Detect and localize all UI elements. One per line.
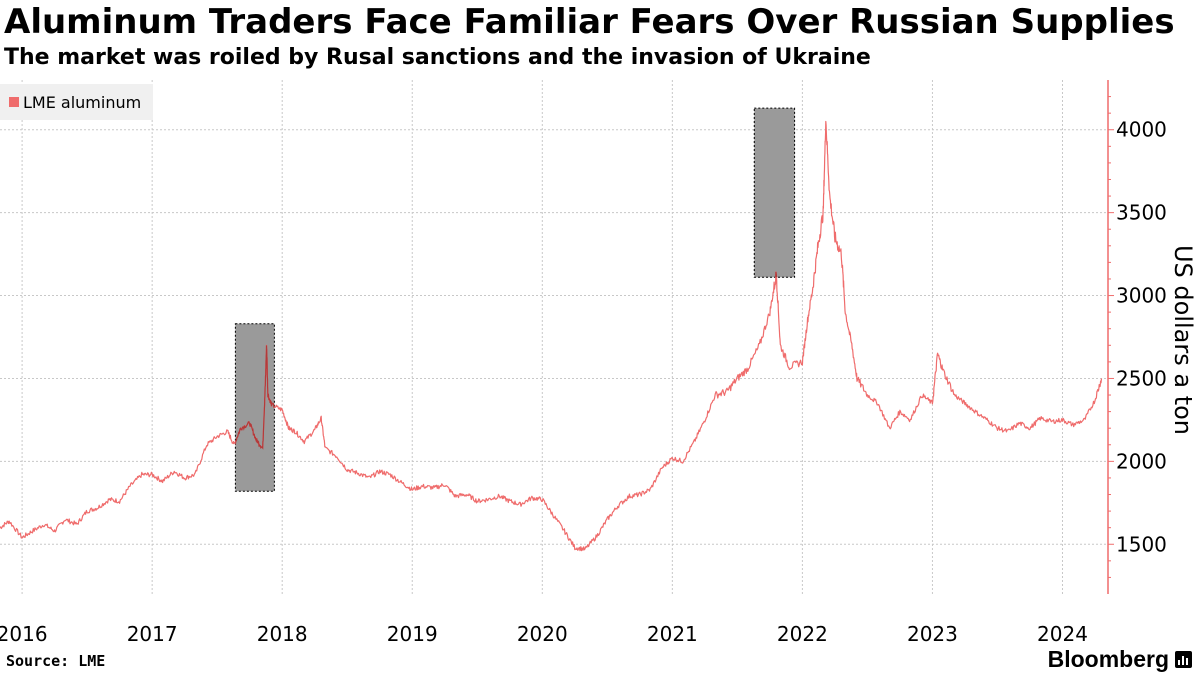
x-tick-label: 2022: [777, 622, 828, 646]
y-tick-label: 4000: [1116, 118, 1167, 142]
y-tick-label: 3500: [1116, 201, 1167, 225]
series-line-highlighted: [775, 271, 778, 278]
x-tick-label: 2017: [127, 622, 178, 646]
y-tick-label: 1500: [1116, 532, 1167, 556]
y-tick-label: 2500: [1116, 366, 1167, 390]
legend-label: LME aluminum: [23, 92, 142, 112]
chart-subtitle: The market was roiled by Rusal sanctions…: [4, 45, 871, 70]
brand-name: Bloomberg: [1047, 646, 1169, 672]
x-tick-label: 2016: [0, 622, 48, 646]
x-tick-label: 2020: [517, 622, 568, 646]
y-axis-title: US dollars a ton: [1169, 245, 1197, 435]
y-axis: 1500 2000 2500 3000 3500 4000: [1107, 80, 1167, 594]
highlight-box: [753, 107, 796, 278]
grid-layer: [0, 80, 1108, 594]
legend-swatch: [9, 97, 19, 107]
x-tick-label: 2023: [907, 622, 958, 646]
y-tick-label: 3000: [1116, 284, 1167, 308]
x-tick-label: 2018: [257, 622, 308, 646]
x-tick-label: 2024: [1037, 622, 1088, 646]
x-tick-label: 2019: [387, 622, 438, 646]
y-tick-label: 2000: [1116, 449, 1167, 473]
series-line-lme-aluminum: [0, 120, 1103, 552]
highlight-layer: [234, 107, 796, 492]
source-note: Source: LME: [6, 652, 106, 670]
chart-title: Aluminum Traders Face Familiar Fears Ove…: [4, 2, 1175, 42]
bloomberg-chart-icon: [1175, 651, 1192, 668]
series-layer: [0, 120, 1103, 552]
x-axis-labels: 2016 2017 2018 2019 2020 2021 2022 2023 2024: [0, 622, 1088, 646]
x-tick-label: 2021: [647, 622, 698, 646]
highlight-box: [234, 323, 275, 492]
bloomberg-logo: Bloomberg: [1048, 646, 1192, 673]
series-line-highlighted: [235, 345, 275, 450]
legend: LME aluminum: [0, 84, 153, 120]
